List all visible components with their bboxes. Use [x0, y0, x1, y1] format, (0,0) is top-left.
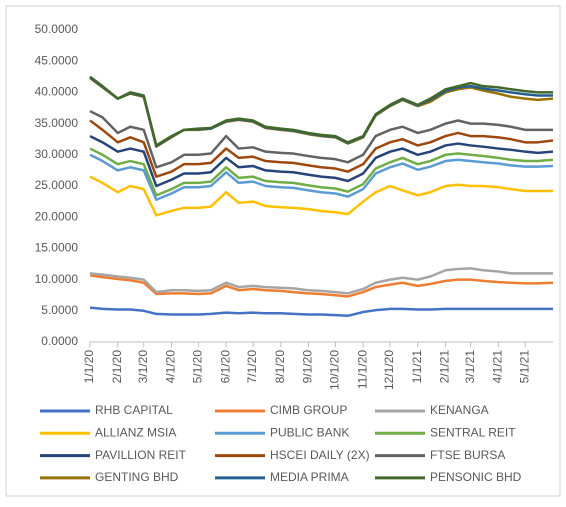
x-tick-label: 9/1/20 — [301, 350, 315, 384]
series-line — [89, 175, 553, 217]
x-tick-label: 1/1/20 — [82, 350, 96, 384]
x-tick-label: 11/1/20 — [355, 350, 369, 389]
series-line — [89, 134, 554, 188]
y-tick-label: 20.0000 — [35, 209, 79, 223]
series-line — [89, 147, 554, 197]
legend-label: SENTRAL REIT — [430, 425, 516, 439]
x-tick-label: 3/1/20 — [136, 350, 150, 384]
x-tick-label: 5/1/20 — [191, 350, 205, 384]
x-tick-label: 6/1/20 — [218, 350, 232, 384]
legend-label: PAVILLION REIT — [95, 448, 187, 462]
x-tick-label: 2/1/21 — [438, 350, 452, 384]
legend-label: RHB CAPITAL — [95, 403, 173, 417]
series-line — [89, 75, 553, 147]
y-tick-label: 25.0000 — [35, 178, 79, 192]
legend-label: HSCEI DAILY (2X) — [270, 448, 370, 462]
y-tick-label: 5.0000 — [41, 303, 78, 317]
x-tick-label: 8/1/20 — [273, 350, 287, 384]
y-tick-label: 10.0000 — [35, 272, 79, 286]
y-tick-label: 0.0000 — [41, 334, 78, 348]
x-tick-label: 12/1/20 — [382, 350, 396, 390]
x-tick-label: 10/1/20 — [328, 350, 342, 390]
series-line — [89, 119, 554, 178]
series-line — [89, 267, 553, 295]
series-line — [89, 306, 553, 318]
y-tick-label: 30.0000 — [35, 147, 79, 161]
legend-label: GENTING BHD — [95, 470, 179, 484]
x-tick-label: 3/1/21 — [463, 350, 477, 384]
legend-label: ALLIANZ MSIA — [95, 425, 176, 439]
legend-label: PENSONIC BHD — [430, 470, 522, 484]
series-line — [89, 110, 553, 169]
legend-label: KENANGA — [430, 403, 489, 417]
x-tick-label: 2/1/20 — [110, 350, 124, 384]
x-tick-label: 7/1/20 — [245, 350, 259, 384]
y-tick-label: 40.0000 — [35, 85, 79, 99]
chart-frame — [5, 5, 561, 497]
series-line — [89, 153, 554, 201]
legend-label: FTSE BURSA — [430, 448, 505, 462]
x-tick-label: 4/1/21 — [491, 350, 505, 384]
legend-label: CIMB GROUP — [270, 403, 347, 417]
legend-label: MEDIA PRIMA — [270, 470, 349, 484]
legend-label: PUBLIC BANK — [270, 425, 349, 439]
y-tick-label: 15.0000 — [35, 241, 79, 255]
x-tick-label: 1/1/21 — [410, 350, 424, 384]
x-tick-label: 5/1/21 — [517, 350, 531, 384]
x-tick-label: 4/1/20 — [164, 350, 178, 384]
y-tick-label: 50.0000 — [35, 22, 79, 36]
y-tick-label: 45.0000 — [35, 53, 79, 67]
y-tick-label: 35.0000 — [35, 116, 79, 130]
series-line — [89, 273, 554, 298]
